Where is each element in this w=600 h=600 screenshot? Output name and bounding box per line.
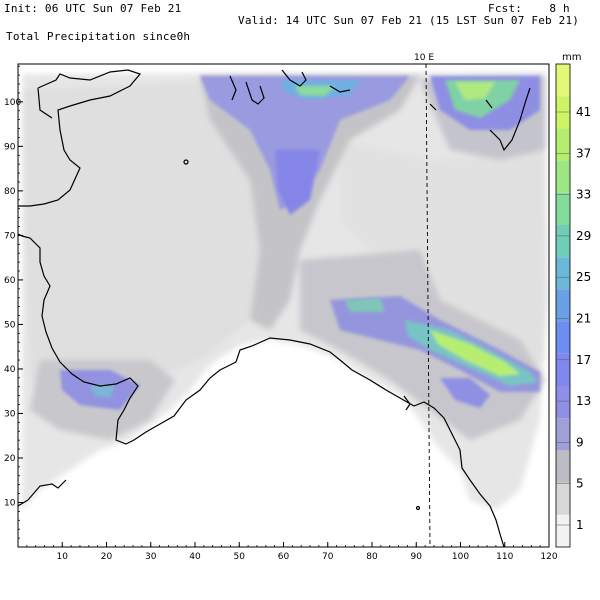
y-tick-label: 70 xyxy=(4,231,16,241)
colorbar-swatch xyxy=(556,353,570,386)
colorbar-swatch xyxy=(556,482,570,515)
y-tick-label: 10 xyxy=(4,498,16,508)
x-tick-label: 40 xyxy=(189,552,201,562)
x-tick-label: 100 xyxy=(452,552,469,562)
colorbar-label: 37 xyxy=(576,146,591,160)
x-tick-label: 120 xyxy=(540,552,557,562)
coastline xyxy=(18,69,531,547)
colorbar-swatch xyxy=(556,96,570,129)
x-axis: 10 20 30 40 50 60 70 80 90 100 110 120 xyxy=(17,542,558,562)
x-tick-label: 20 xyxy=(101,552,113,562)
colorbar-swatch xyxy=(556,192,570,225)
colorbar-frame xyxy=(555,63,571,548)
y-tick-label: 20 xyxy=(4,454,16,464)
colorbar-swatch xyxy=(556,450,570,483)
x-tick-label: 90 xyxy=(411,552,423,562)
forecast-hour-label: Fcst: 8 h xyxy=(488,2,570,15)
colorbar-label: 21 xyxy=(576,312,591,326)
meridian-label: 10 E xyxy=(414,53,434,63)
colorbar-swatch xyxy=(556,128,570,161)
colorbar-label: 13 xyxy=(576,394,591,408)
colorbar-swatch xyxy=(556,289,570,322)
x-tick-label: 50 xyxy=(234,552,246,562)
x-tick-label: 80 xyxy=(366,552,378,562)
colorbar-swatch xyxy=(556,257,570,290)
colorbar-swatch xyxy=(556,225,570,258)
colorbar-label: 41 xyxy=(576,105,591,119)
y-axis: 10 20 30 40 50 60 70 80 90 100 xyxy=(4,65,23,548)
x-tick-label: 60 xyxy=(278,552,290,562)
colorbar-unit-label: mm xyxy=(562,52,581,63)
y-tick-label: 60 xyxy=(4,276,16,286)
colorbar-swatch xyxy=(556,160,570,193)
colorbar-label: 9 xyxy=(576,435,584,449)
y-tick-label: 30 xyxy=(4,409,16,419)
colorbar-label: 25 xyxy=(576,270,591,284)
colorbar-label: 17 xyxy=(576,353,591,367)
colorbar-label: 1 xyxy=(576,518,584,532)
colorbar-swatch xyxy=(556,321,570,354)
y-tick-label: 40 xyxy=(4,365,16,375)
y-tick-label: 100 xyxy=(4,98,21,108)
y-tick-label: 90 xyxy=(4,142,16,152)
x-tick-label: 110 xyxy=(496,552,513,562)
valid-time-label: Valid: 14 UTC Sun 07 Feb 21 (15 LST Sun … xyxy=(238,14,580,27)
precip-field xyxy=(22,72,548,510)
init-time-label: Init: 06 UTC Sun 07 Feb 21 xyxy=(4,2,182,15)
colorbar-swatch xyxy=(556,514,570,547)
meridian-10e-line xyxy=(425,63,431,548)
x-tick-label: 10 xyxy=(57,552,69,562)
y-tick-label: 50 xyxy=(4,320,16,330)
colorbar-swatch xyxy=(556,386,570,419)
colorbar-label: 33 xyxy=(576,188,591,202)
colorbar-swatch xyxy=(556,64,570,97)
colorbar-swatch xyxy=(556,418,570,451)
y-tick-label: 80 xyxy=(4,187,16,197)
x-tick-label: 70 xyxy=(322,552,334,562)
colorbar-label: 29 xyxy=(576,229,591,243)
colorbar: 1 5 9 13 17 21 25 29 33 37 41 xyxy=(555,63,591,548)
field-name-label: Total Precipitation since0h xyxy=(6,30,191,43)
x-tick-label: 30 xyxy=(145,552,157,562)
colorbar-label: 5 xyxy=(576,477,584,491)
